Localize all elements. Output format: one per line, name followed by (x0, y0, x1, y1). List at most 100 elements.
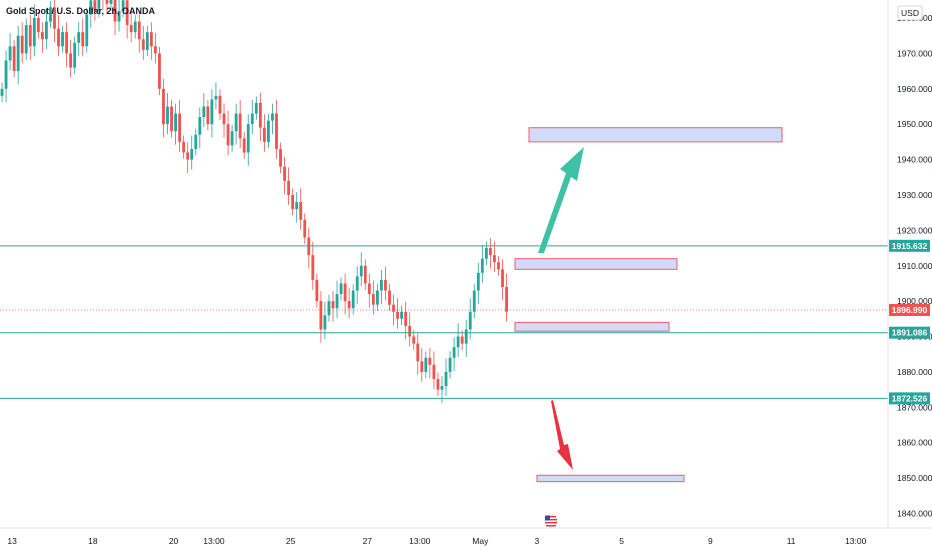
price-tick-label: 1940.000 (897, 155, 932, 165)
candle (190, 135, 194, 170)
svg-text:1891.086: 1891.086 (892, 328, 928, 338)
candle (271, 103, 274, 135)
price-tick-label: 1970.000 (897, 48, 932, 58)
candle (170, 100, 173, 138)
candle (380, 269, 383, 304)
time-tick-label: 11 (787, 536, 796, 546)
price-axis[interactable]: 1980.0001970.0001960.0001950.0001940.000… (887, 0, 932, 528)
candle (194, 128, 198, 156)
horizontal-levels[interactable] (0, 245, 888, 399)
candle (505, 273, 508, 322)
candle (262, 114, 266, 152)
candle (303, 213, 307, 244)
candle (206, 100, 210, 131)
candle (77, 22, 81, 57)
candle (246, 114, 250, 166)
target-box[interactable] (514, 258, 678, 270)
us-flag-icon[interactable] (544, 514, 558, 528)
candle (226, 110, 230, 156)
candle (396, 298, 399, 329)
candle (32, 4, 36, 57)
time-tick-label: 9 (708, 536, 713, 546)
candle (460, 330, 464, 350)
candles-group (0, 0, 508, 404)
candle (137, 11, 141, 53)
time-tick-label: 5 (619, 536, 624, 546)
candle (452, 337, 456, 372)
candle (49, 1, 52, 28)
arrow-up-icon[interactable] (538, 147, 584, 253)
candle (202, 93, 206, 128)
candle (153, 32, 157, 64)
annotation-boxes[interactable] (514, 127, 783, 483)
time-tick-label: 13:00 (845, 536, 867, 546)
candle (258, 93, 262, 142)
candle (162, 78, 165, 138)
candle (275, 100, 278, 159)
candle (468, 298, 472, 340)
candle (359, 252, 363, 287)
candle (432, 351, 436, 389)
arrow-down-icon[interactable] (551, 400, 573, 470)
candle (424, 351, 428, 379)
candle (480, 245, 484, 283)
candle (351, 284, 355, 315)
price-tick-label: 1870.000 (897, 402, 932, 412)
candle (93, 0, 97, 21)
time-tick-label: 18 (88, 536, 98, 546)
candle (416, 333, 420, 375)
candle (242, 131, 246, 159)
candle (109, 0, 113, 11)
candle (57, 15, 60, 57)
time-tick-label: 20 (169, 536, 179, 546)
target-box[interactable] (528, 127, 783, 143)
candle (166, 93, 169, 135)
candle (327, 294, 331, 322)
candle (315, 273, 319, 308)
candle (331, 291, 335, 322)
level-price-tag[interactable]: 1872.526 (889, 392, 930, 405)
arrows-group[interactable] (538, 147, 584, 470)
candle (323, 301, 327, 340)
candle (355, 266, 359, 304)
candle (267, 114, 270, 149)
candle (476, 262, 480, 304)
candle (121, 0, 125, 18)
level-price-tag[interactable]: 1915.632 (889, 239, 930, 252)
candle (133, 15, 137, 39)
candle (61, 25, 64, 53)
candle (420, 347, 424, 382)
price-tick-label: 1840.000 (897, 509, 932, 519)
time-tick-label: May (472, 536, 489, 546)
candle (472, 284, 476, 319)
target-box[interactable] (536, 474, 685, 483)
chart-title: Gold Spot / U.S. Dollar, 2h, OANDA (6, 6, 156, 16)
price-tick-label: 1850.000 (897, 473, 932, 483)
candle (335, 280, 339, 319)
candle (117, 0, 121, 32)
current-price-tag[interactable]: 1896.990 (889, 304, 930, 316)
price-tick-label: 1960.000 (897, 84, 932, 94)
candle (497, 255, 500, 276)
candle (65, 22, 69, 67)
candle (0, 82, 4, 103)
candle (36, 11, 40, 39)
candle (73, 36, 77, 74)
candle (295, 192, 299, 223)
price-tick-label: 1930.000 (897, 190, 932, 200)
candle (363, 259, 367, 290)
candle (311, 241, 315, 290)
time-axis[interactable]: 13 18 20 13:00 25 27 13:00 May 3 5 9 11 13:00 (0, 527, 932, 546)
candle (404, 301, 408, 340)
price-tick-label: 1910.000 (897, 261, 932, 271)
currency-badge[interactable]: USD (897, 5, 923, 21)
target-box[interactable] (514, 321, 670, 332)
candle (12, 39, 16, 78)
candle (218, 89, 222, 120)
candle (113, 0, 117, 35)
level-price-tag[interactable]: 1891.086 (889, 326, 930, 339)
candle (291, 188, 295, 216)
candle (448, 351, 452, 379)
candle (85, 8, 89, 53)
